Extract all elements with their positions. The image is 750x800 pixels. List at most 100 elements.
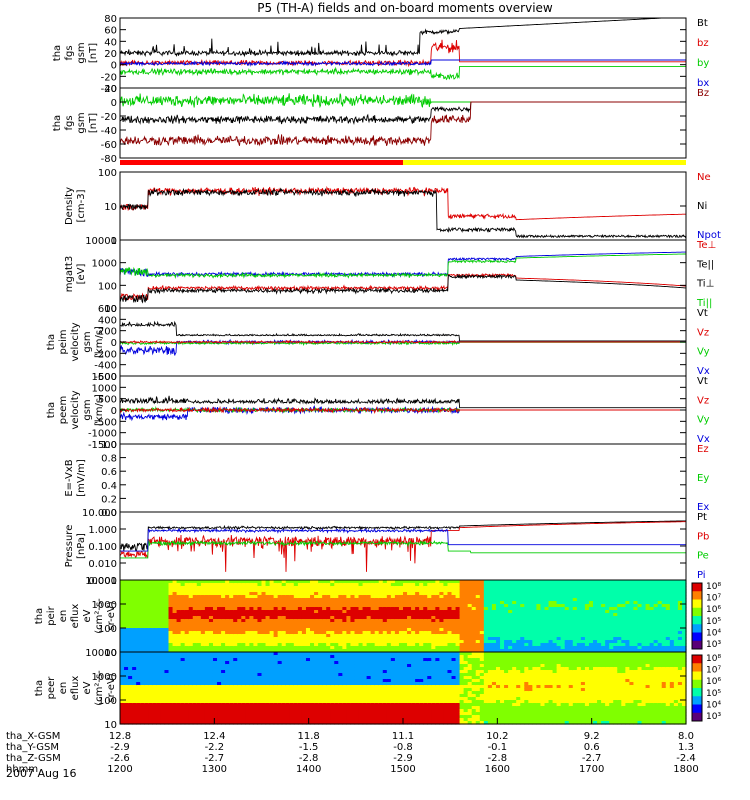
spectrogram-cell [390, 616, 396, 620]
spectrogram-cell [681, 601, 687, 605]
spectrogram-cell [144, 628, 149, 632]
spectrogram-cell [370, 697, 376, 701]
spectrogram-cell [637, 616, 643, 620]
spectrogram-cell [580, 622, 586, 626]
spectrogram-cell [249, 670, 255, 674]
spectrogram-cell [403, 586, 408, 590]
spectrogram-cell [305, 622, 311, 626]
spectrogram-cell [508, 649, 513, 653]
spectrogram-cell [483, 622, 489, 626]
spectrogram-cell [253, 595, 259, 599]
spectrogram-cell [661, 586, 667, 590]
spectrogram-cell [314, 703, 319, 707]
spectrogram-cell [318, 667, 323, 671]
spectrogram-cell [136, 721, 141, 725]
spectrogram-cell [184, 658, 190, 662]
spectrogram-cell [152, 676, 157, 680]
spectrogram-cell [378, 592, 384, 596]
spectrogram-cell [204, 700, 210, 704]
spectrogram-cell [257, 613, 263, 617]
spectrogram-cell [467, 610, 473, 614]
spectrogram-cell [164, 610, 170, 614]
spectrogram-cell [221, 586, 226, 590]
spectrogram-cell [301, 592, 307, 596]
spectrogram-cell [475, 586, 481, 590]
spectrogram-cell [544, 631, 550, 635]
spectrogram-cell [483, 598, 489, 602]
spectrogram-cell [443, 631, 449, 635]
spectrogram-cell [128, 688, 133, 692]
spectrogram-cell [362, 682, 368, 686]
spectrogram-cell [318, 706, 323, 710]
spectrogram-cell [346, 643, 352, 647]
spectrogram-cell [136, 697, 141, 701]
spectrogram-cell [576, 622, 582, 626]
spectrogram-cell [310, 673, 315, 677]
spectrogram-cell [257, 619, 263, 623]
spectrogram-cell [548, 622, 554, 626]
spectrogram-cell [358, 652, 364, 656]
spectrogram-cell [435, 595, 440, 599]
spectrogram-cell [168, 622, 174, 626]
spectrogram-cell [374, 601, 380, 605]
spectrogram-cell [407, 625, 412, 629]
spectrogram-cell [160, 658, 166, 662]
spectrogram-cell [229, 664, 234, 668]
spectrogram-cell [398, 622, 404, 626]
spectrogram-cell [645, 616, 651, 620]
spectrogram-cell [370, 694, 376, 698]
spectrogram-cell [253, 580, 259, 584]
spectrogram-cell [136, 637, 141, 641]
spectrogram-cell [524, 595, 529, 599]
spectrogram-cell [467, 616, 473, 620]
spectrogram-cell [560, 604, 566, 608]
spectrogram-cell [633, 634, 639, 638]
spectrogram-cell [293, 697, 299, 701]
spectrogram-cell [285, 682, 291, 686]
spectrogram-cell [568, 631, 574, 635]
spectrogram-cell [144, 607, 149, 611]
spectrogram-cell [233, 658, 238, 662]
spectrogram-cell [394, 637, 400, 641]
spectrogram-cell [204, 655, 210, 659]
spectrogram-cell [330, 652, 335, 656]
spectrogram-cell [156, 679, 162, 683]
spectrogram-cell [334, 601, 339, 605]
spectrogram-cell [212, 694, 218, 698]
spectrogram-cell [386, 604, 392, 608]
spectrogram-cell [403, 607, 408, 611]
spectrogram-cell [588, 634, 594, 638]
spectrogram-cell [249, 661, 255, 665]
spectrogram-cell [520, 595, 525, 599]
spectrogram-cell [200, 652, 206, 656]
spectrogram-cell [423, 595, 428, 599]
spectrogram-cell [164, 589, 170, 593]
spectrogram-cell [196, 712, 202, 716]
spectrogram-cell [156, 673, 162, 677]
spectrogram-cell [334, 607, 339, 611]
spectrogram-cell [338, 592, 343, 596]
spectrogram-cell [184, 667, 190, 671]
spectrogram-cell [475, 607, 481, 611]
spectrogram-cell [588, 616, 594, 620]
spectrogram-cell [407, 586, 412, 590]
spectrogram-cell [419, 586, 424, 590]
spectrogram-cell [297, 697, 303, 701]
spectrogram-cell [168, 628, 174, 632]
spectrogram-cell [536, 598, 542, 602]
spectrogram-cell [487, 646, 493, 650]
spectrogram-cell [172, 700, 178, 704]
spectrogram-cell [593, 589, 598, 593]
spectrogram-cell [184, 718, 190, 722]
spectrogram-cell [168, 718, 174, 722]
spectrogram-cell [225, 619, 230, 623]
spectrogram-cell [390, 646, 396, 650]
spectrogram-cell [188, 673, 194, 677]
spectrogram-cell [136, 718, 141, 722]
spectrogram-cell [136, 625, 141, 629]
spectrogram-cell [229, 583, 234, 587]
spectrogram-cell [156, 631, 162, 635]
spectrogram-cell [366, 667, 372, 671]
spectrogram-cell [293, 652, 299, 656]
